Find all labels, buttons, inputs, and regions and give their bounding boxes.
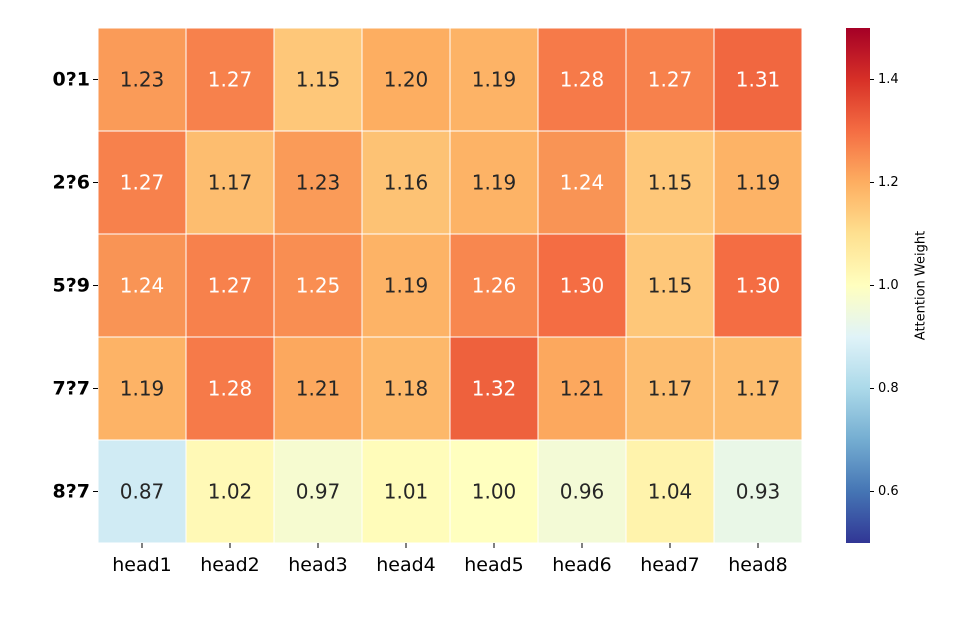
cell-value-label: 1.27	[120, 171, 165, 195]
cell-value-label: 1.27	[208, 274, 253, 298]
cell-value-label: 1.21	[560, 377, 605, 401]
y-tick-label: 7?7	[53, 378, 90, 400]
cell-value-label: 1.19	[120, 377, 165, 401]
heatmap-cell	[625, 233, 715, 338]
heatmap-cell	[361, 439, 451, 544]
heatmap-cell	[361, 27, 451, 132]
cell-value-label: 1.19	[736, 171, 781, 195]
heatmap-cell	[449, 130, 539, 235]
cell-value-label: 1.19	[384, 274, 429, 298]
heatmap-cell	[273, 336, 363, 441]
colorbar-tick-label: 1.0	[878, 278, 899, 293]
cell-value-label: 1.27	[648, 68, 693, 92]
x-tick-label: head1	[112, 554, 172, 576]
heatmap-cell	[273, 233, 363, 338]
y-tick-label: 5?9	[53, 275, 90, 297]
cell-value-label: 1.00	[472, 480, 517, 504]
colorbar-tick-label: 0.6	[878, 484, 899, 499]
cell-value-label: 1.04	[648, 480, 693, 504]
cell-value-label: 1.23	[296, 171, 341, 195]
cell-value-label: 1.30	[560, 274, 605, 298]
cell-value-label: 1.32	[472, 377, 517, 401]
cell-value-label: 0.97	[296, 480, 341, 504]
heatmap-cell	[361, 336, 451, 441]
heatmap-cell	[449, 439, 539, 544]
cell-value-label: 1.15	[648, 171, 693, 195]
heatmap-cell	[449, 336, 539, 441]
heatmap-cell	[97, 27, 187, 132]
heatmap-cell	[185, 27, 275, 132]
cell-value-label: 1.15	[296, 68, 341, 92]
cell-value-label: 0.96	[560, 480, 605, 504]
x-tick-label: head6	[552, 554, 612, 576]
x-tick-label: head8	[728, 554, 788, 576]
cell-value-label: 1.25	[296, 274, 341, 298]
colorbar-tick-label: 1.4	[878, 72, 899, 87]
heatmap-value-labels: 1.23 1.27 1.15 1.20 1.19 1.28 1.27 1.31 1.27 1.17…	[120, 68, 781, 504]
heatmap-cell	[273, 27, 363, 132]
cell-value-label: 1.28	[208, 377, 253, 401]
colorbar-tick-label: 0.8	[878, 381, 899, 396]
heatmap-cell	[537, 27, 627, 132]
heatmap-cell	[537, 130, 627, 235]
cell-value-label: 1.15	[648, 274, 693, 298]
colorbar: 0.6 0.8 1.0 1.2 1.4 Attention Weight	[846, 28, 929, 543]
heatmap-cell	[537, 233, 627, 338]
cell-value-label: 1.28	[560, 68, 605, 92]
colorbar-gradient	[846, 28, 870, 543]
heatmap-cell	[273, 439, 363, 544]
cell-value-label: 1.19	[472, 68, 517, 92]
cell-value-label: 1.24	[120, 274, 165, 298]
heatmap-cell	[625, 130, 715, 235]
cell-value-label: 1.17	[208, 171, 253, 195]
cell-value-label: 1.26	[472, 274, 517, 298]
y-tick-label: 0?1	[53, 69, 90, 91]
y-tick-label: 8?7	[53, 481, 90, 503]
cell-value-label: 1.21	[296, 377, 341, 401]
colorbar-title: Attention Weight	[914, 231, 929, 340]
heatmap-cell	[537, 439, 627, 544]
x-axis-labels: head1 head2 head3 head4 head5 head6 head7 head8	[112, 543, 788, 576]
x-tick-label: head4	[376, 554, 436, 576]
x-tick-label: head2	[200, 554, 260, 576]
x-tick-label: head3	[288, 554, 348, 576]
heatmap-cell	[713, 233, 803, 338]
colorbar-ticks: 0.6 0.8 1.0 1.2 1.4	[870, 72, 899, 499]
heatmap-cell	[97, 336, 187, 441]
cell-value-label: 0.87	[120, 480, 165, 504]
heatmap-cell	[97, 233, 187, 338]
cell-value-label: 1.30	[736, 274, 781, 298]
cell-value-label: 1.17	[648, 377, 693, 401]
cell-value-label: 1.24	[560, 171, 605, 195]
x-tick-label: head5	[464, 554, 524, 576]
cell-value-label: 1.01	[384, 480, 429, 504]
heatmap-cell	[713, 27, 803, 132]
heatmap-cell	[713, 130, 803, 235]
heatmap-cell	[185, 130, 275, 235]
heatmap-cell	[625, 439, 715, 544]
cell-value-label: 1.17	[736, 377, 781, 401]
cell-value-label: 1.27	[208, 68, 253, 92]
cell-value-label: 0.93	[736, 480, 781, 504]
cell-value-label: 1.23	[120, 68, 165, 92]
colorbar-tick-label: 1.2	[878, 175, 899, 190]
heatmap-cell	[185, 233, 275, 338]
y-tick-label: 2?6	[53, 172, 90, 194]
cell-value-label: 1.02	[208, 480, 253, 504]
x-tick-label: head7	[640, 554, 700, 576]
heatmap-cell	[361, 233, 451, 338]
heatmap-cell	[625, 336, 715, 441]
cell-value-label: 1.19	[472, 171, 517, 195]
heatmap-cells	[97, 27, 803, 544]
cell-value-label: 1.31	[736, 68, 781, 92]
cell-value-label: 1.20	[384, 68, 429, 92]
heatmap-cell	[361, 130, 451, 235]
cell-value-label: 1.18	[384, 377, 429, 401]
heatmap-cell	[713, 439, 803, 544]
heatmap-cell	[449, 27, 539, 132]
cell-value-label: 1.16	[384, 171, 429, 195]
y-axis-labels: 0?1 2?6 5?9 7?7 8?7	[53, 69, 98, 503]
heatmap-cell	[449, 233, 539, 338]
